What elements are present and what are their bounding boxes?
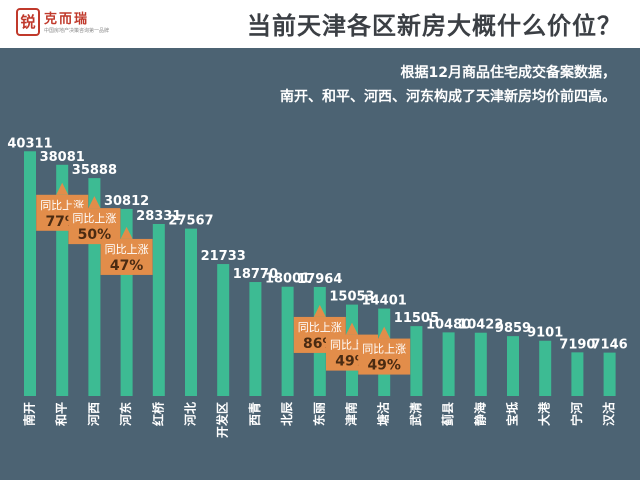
bar-0: [24, 151, 36, 396]
callout-arrow-icon-3: [313, 304, 326, 317]
value-label-18: 7146: [592, 338, 628, 353]
category-label-6: 开发区: [215, 402, 230, 438]
value-label-1: 38081: [40, 150, 85, 165]
category-label-2: 河西: [86, 402, 101, 427]
category-label-8: 北辰: [279, 402, 294, 426]
page-title: 当前天津各区新房大概什么价位？: [247, 12, 622, 40]
value-label-6: 21733: [201, 249, 246, 264]
category-label-1: 和平: [54, 402, 69, 427]
value-label-10: 15053: [329, 290, 374, 305]
category-label-18: 汉沽: [601, 402, 616, 426]
subtitle-line-1: 根据12月商品住宅成交备案数据，: [400, 65, 616, 81]
bar-14: [474, 332, 487, 396]
category-label-10: 津南: [344, 402, 359, 426]
category-label-16: 大港: [537, 401, 552, 426]
category-label-17: 宁河: [569, 402, 584, 426]
category-label-4: 红桥: [150, 401, 165, 426]
callout-box-5: [358, 338, 411, 375]
value-label-11: 14401: [362, 294, 407, 309]
value-label-13: 10480: [426, 317, 471, 332]
value-label-17: 7190: [559, 337, 595, 352]
callout-arrow-icon-4: [346, 322, 358, 335]
bar-4: [152, 223, 165, 396]
value-label-12: 11505: [394, 311, 439, 326]
bar-13: [442, 332, 455, 396]
callout-arrow-icon-1: [88, 196, 101, 209]
category-label-15: 宝坻: [505, 402, 520, 426]
callout-arrow-icon-0: [56, 182, 69, 195]
value-label-7: 18770: [233, 267, 278, 282]
bar-16: [539, 340, 552, 396]
bar-15: [507, 336, 519, 396]
callout-value-5: 49%: [367, 358, 401, 374]
callout-label-2: 同比上涨: [105, 243, 149, 256]
bar-17: [571, 352, 584, 396]
category-label-14: 静海: [472, 402, 487, 426]
value-label-9: 17964: [297, 272, 342, 287]
callout-arrow-icon-5: [378, 326, 391, 339]
value-label-4: 28331: [136, 209, 181, 224]
bar-8: [281, 286, 294, 396]
callout-box-1: [68, 208, 121, 245]
value-label-0: 40311: [7, 136, 52, 151]
category-label-3: 河东: [118, 402, 133, 427]
value-label-14: 10422: [458, 318, 503, 333]
callout-arrow-icon-2: [120, 226, 133, 239]
callout-box-2: [100, 238, 153, 275]
bar-chart: 40311 南开 38081 和平 35888 河西 30812 河东 28331 红桥 27567…: [7, 136, 628, 438]
callout-label-3: 同比上涨: [298, 321, 342, 334]
callout-value-2: 47%: [110, 258, 144, 274]
bar-6: [217, 264, 230, 396]
bar-1: [56, 164, 69, 396]
logo-tagline: 中国房地产决策咨询第一品牌: [44, 28, 110, 34]
bar-18: [603, 352, 616, 396]
header-bar: 锐 克而瑞 中国房地产决策咨询第一品牌 当前天津各区新房大概什么价位？: [0, 0, 640, 48]
category-label-0: 南开: [22, 402, 37, 426]
bar-5: [185, 228, 197, 396]
logo-name: 克而瑞: [44, 12, 90, 27]
value-label-3: 30812: [104, 194, 149, 209]
bar-7: [249, 282, 262, 396]
category-label-9: 东丽: [311, 402, 326, 426]
bar-12: [410, 326, 423, 396]
callout-label-5: 同比上涨: [362, 343, 406, 356]
value-label-8: 18001: [265, 272, 310, 287]
callout-label-1: 同比上涨: [72, 212, 116, 225]
value-label-15: 9859: [495, 321, 531, 336]
category-label-12: 武清: [408, 402, 423, 426]
value-label-5: 27567: [168, 214, 213, 229]
value-label-16: 9101: [527, 326, 563, 341]
subtitle-line-2: 南开、和平、河西、河东构成了天津新房均价前四高。: [280, 89, 616, 105]
category-label-11: 塘沽: [376, 402, 391, 426]
value-label-2: 35888: [72, 163, 117, 178]
logo-icon: 锐: [16, 8, 40, 36]
chart-panel: 根据12月商品住宅成交备案数据， 南开、和平、河西、河东构成了天津新房均价前四高…: [0, 48, 640, 480]
category-label-13: 蓟县: [440, 402, 455, 427]
category-label-5: 河北: [183, 402, 198, 427]
category-label-7: 西青: [247, 402, 262, 426]
